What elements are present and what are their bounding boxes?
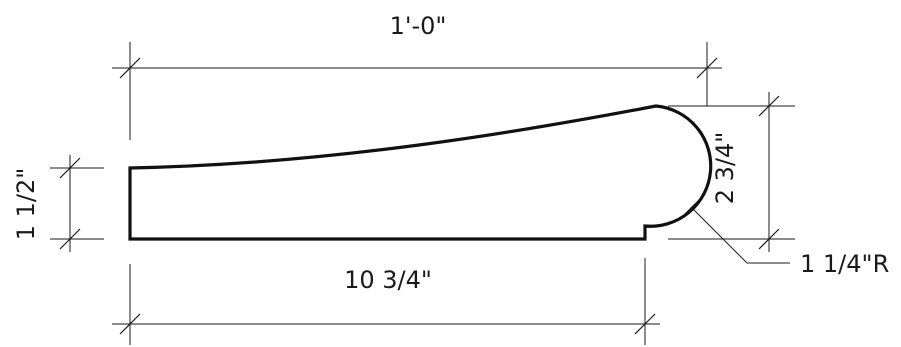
overall-width-label: 1'-0": [390, 12, 447, 40]
right-height-label: 2 3/4": [711, 132, 739, 205]
base-width-label: 10 3/4": [344, 266, 432, 294]
profile-outline: [128, 104, 713, 241]
radius-leader: 1 1/4"R: [683, 198, 889, 278]
overall-width-dimension: 1'-0": [112, 12, 722, 140]
base-width-dimension: 10 3/4": [112, 258, 660, 345]
left-height-label: 1 1/2": [12, 168, 40, 241]
left-height-dimension: 1 1/2": [12, 155, 104, 252]
radius-label: 1 1/4"R: [800, 250, 889, 278]
right-height-dimension: 2 3/4": [668, 92, 795, 252]
